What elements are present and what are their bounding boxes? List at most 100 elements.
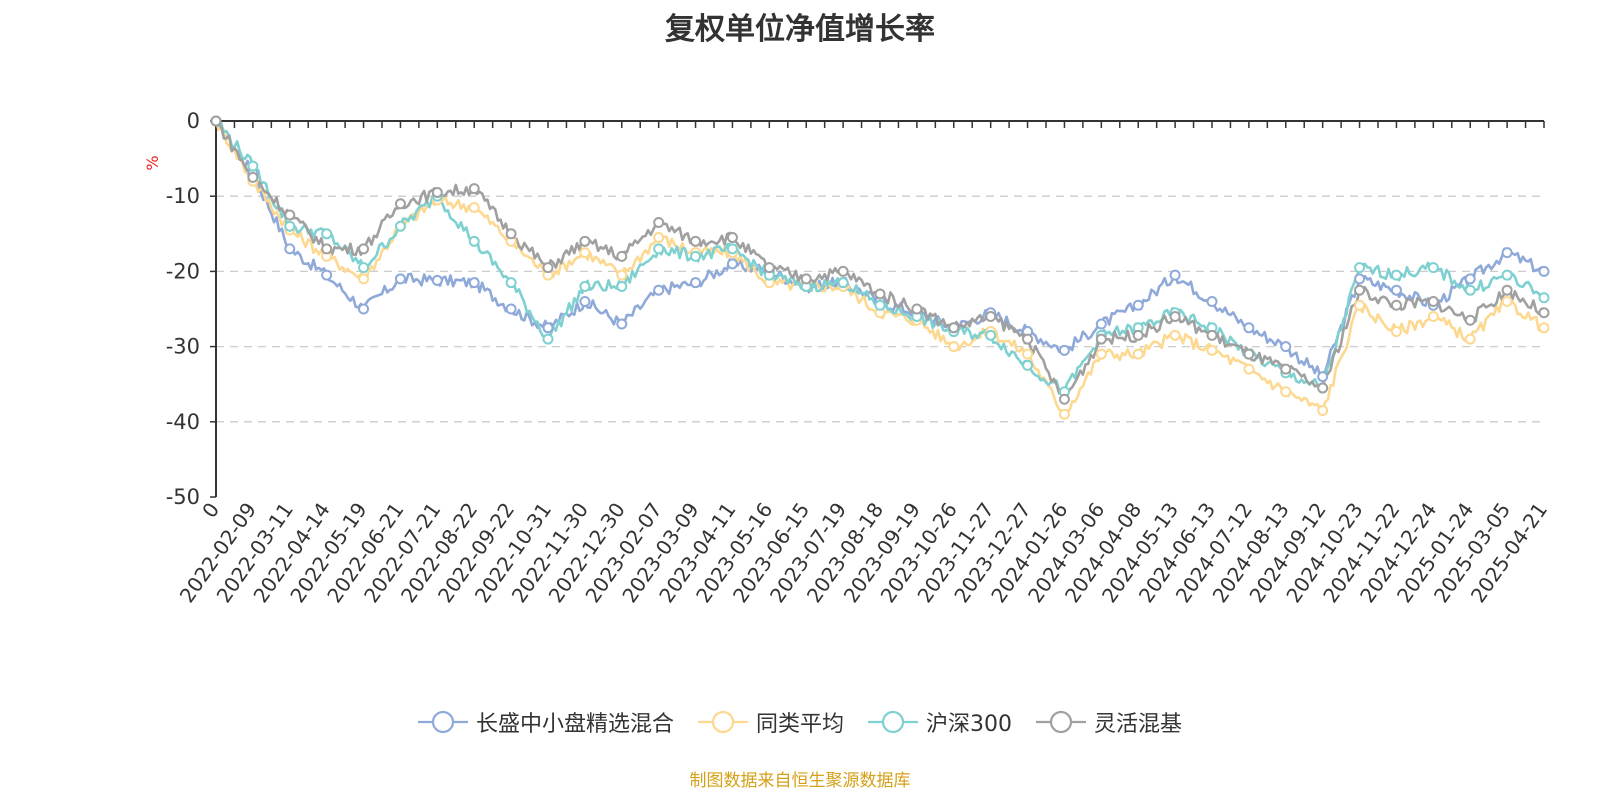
data-point (358, 262, 370, 274)
legend-swatch-icon (697, 710, 748, 734)
legend-item[interactable]: 长盛中小盘精选混合 (417, 706, 674, 738)
data-point (284, 220, 296, 232)
data-point (616, 280, 628, 292)
data-point (579, 235, 591, 247)
legend-swatch-icon (1036, 710, 1086, 734)
data-point (1058, 408, 1070, 420)
chart-title: 复权单位净值增长率 (665, 12, 935, 47)
data-point (1354, 262, 1366, 274)
grid-layer (216, 195, 1544, 423)
data-point (394, 220, 406, 232)
data-point (1280, 386, 1292, 398)
data-point (1501, 295, 1513, 307)
data-point (1317, 405, 1329, 417)
data-point (653, 284, 665, 296)
y-tick-label: -10 (166, 184, 200, 208)
data-point (1206, 329, 1218, 341)
data-point (1538, 322, 1550, 334)
data-point (1169, 311, 1181, 323)
data-point (948, 341, 960, 353)
data-point (431, 186, 443, 198)
data-point (1390, 326, 1402, 338)
data-point (837, 277, 849, 289)
data-point (1317, 382, 1329, 394)
data-point (874, 288, 886, 300)
data-point (837, 265, 849, 277)
data-point (1354, 284, 1366, 296)
data-point (616, 318, 628, 330)
data-point (690, 277, 702, 289)
data-point (358, 303, 370, 315)
data-point (1354, 299, 1366, 311)
data-point (948, 322, 960, 334)
data-point (505, 277, 517, 289)
data-point (431, 274, 443, 286)
legend-item[interactable]: 同类平均 (697, 706, 844, 738)
legend-label: 灵活混基 (1094, 712, 1183, 737)
data-point (1169, 329, 1181, 341)
data-point (1538, 265, 1550, 277)
legend-label: 沪深300 (926, 712, 1012, 737)
data-point (726, 232, 738, 244)
source-note: 制图数据来自恒生聚源数据库 (689, 771, 911, 791)
data-point (690, 250, 702, 262)
data-point (1280, 341, 1292, 353)
data-point (1206, 344, 1218, 356)
data-point (247, 171, 259, 183)
x-tick-label: 0 (197, 498, 224, 522)
data-point (1095, 333, 1107, 345)
data-point (653, 217, 665, 229)
legend-swatch-icon (417, 710, 468, 734)
marker-layer (210, 115, 1550, 420)
data-point (542, 262, 554, 274)
data-point (579, 247, 591, 259)
data-point (985, 329, 997, 341)
data-point (394, 273, 406, 285)
data-point (1501, 247, 1513, 259)
data-point (1169, 269, 1181, 281)
data-point (468, 277, 480, 289)
data-point (1243, 348, 1255, 360)
data-point (911, 303, 923, 315)
data-point (210, 115, 222, 127)
y-axis-label: % (143, 155, 162, 170)
data-point (579, 280, 591, 292)
y-tick-label: -30 (166, 335, 200, 359)
data-point (1280, 363, 1292, 375)
data-point (1538, 307, 1550, 319)
data-point (1243, 363, 1255, 375)
data-point (653, 243, 665, 255)
data-point (763, 262, 775, 274)
data-point (247, 160, 259, 172)
data-point (468, 201, 480, 213)
data-point (1317, 371, 1329, 383)
data-point (1132, 348, 1144, 360)
data-point (579, 295, 591, 307)
data-point (1427, 311, 1439, 323)
y-tick-label: -20 (166, 259, 200, 283)
data-point (321, 269, 333, 281)
legend: 长盛中小盘精选混合 同类平均 沪深300 灵活混基 (0, 706, 1600, 738)
data-point (1058, 344, 1070, 356)
data-point (1427, 262, 1439, 274)
legend-item[interactable]: 沪深300 (868, 706, 1012, 738)
data-point (1464, 284, 1476, 296)
data-point (1390, 269, 1402, 281)
legend-swatch-icon (868, 710, 918, 734)
series-line (215, 118, 1546, 378)
data-point (874, 299, 886, 311)
data-point (468, 183, 480, 195)
data-point (1390, 284, 1402, 296)
legend-item[interactable]: 灵活混基 (1036, 706, 1182, 738)
data-point (1022, 333, 1034, 345)
data-point (653, 232, 665, 244)
data-point (1538, 292, 1550, 304)
data-point (468, 235, 480, 247)
y-tick-label: -40 (166, 410, 200, 434)
data-point (505, 303, 517, 315)
data-point (800, 273, 812, 285)
data-point (358, 273, 370, 285)
data-point (321, 228, 333, 240)
data-point (1022, 359, 1034, 371)
